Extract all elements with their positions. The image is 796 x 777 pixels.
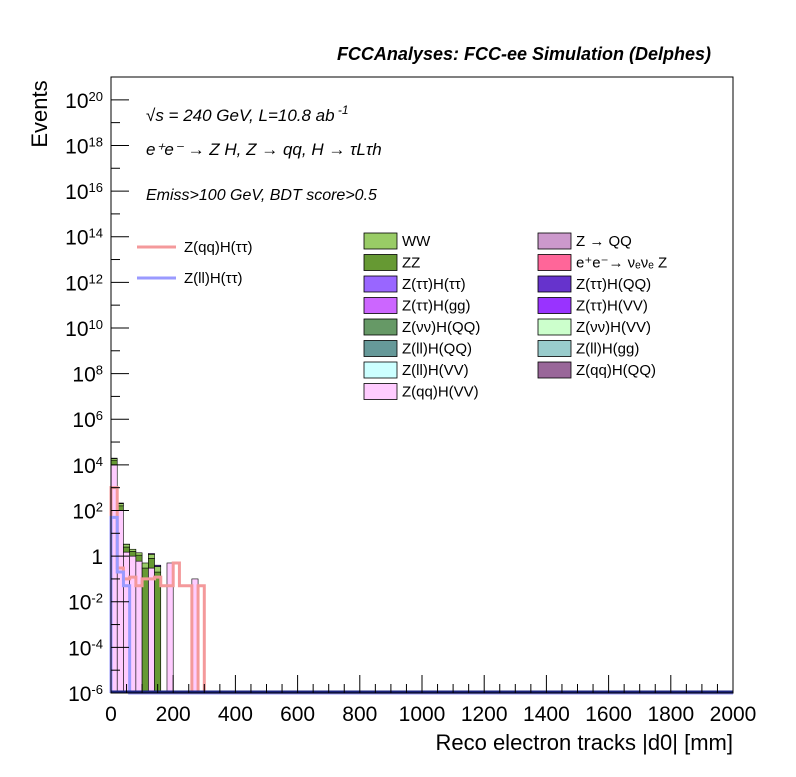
legend-label: WW xyxy=(402,233,431,250)
annotation-energy-lumi: √s = 240 GeV, L=10.8 ab -1 xyxy=(146,103,349,125)
x-tick-label: 2000 xyxy=(710,703,757,726)
annotation-process: e⁺e⁻ → Z H, Z → qq, H → τLτh xyxy=(146,140,382,159)
legend-label: Z(ll)H(ττ) xyxy=(184,270,243,287)
y-axis-label: Events xyxy=(27,80,52,147)
legend-swatch xyxy=(538,362,571,378)
stack-bar xyxy=(130,551,136,556)
legend-swatch xyxy=(364,298,397,314)
legend-label: Z(ττ)H(QQ) xyxy=(576,276,651,293)
legend-swatch xyxy=(538,233,571,249)
stack-bar xyxy=(111,460,117,465)
annotation-cuts: Emiss>100 GeV, BDT score>0.5 xyxy=(146,187,377,204)
legend-swatch xyxy=(538,276,571,292)
chart-title: FCCAnalyses: FCC-ee Simulation (Delphes) xyxy=(337,44,711,64)
legend-label: Z(νν)H(QQ) xyxy=(402,319,480,336)
x-tick-label: 600 xyxy=(280,703,315,726)
stack-bar xyxy=(148,554,154,555)
legend-swatch xyxy=(364,233,397,249)
stack-bar xyxy=(155,567,161,573)
legend-swatch xyxy=(364,341,397,357)
x-tick-label: 1600 xyxy=(585,703,632,726)
legend-label: e⁺e⁻→ νₑνₑ Z xyxy=(576,255,667,272)
stack-bar xyxy=(136,553,142,555)
legend-label: Z(ll)H(gg) xyxy=(576,341,639,358)
stack-bar xyxy=(148,568,154,693)
legend-swatch xyxy=(364,384,397,400)
x-tick-label: 1400 xyxy=(523,703,570,726)
legend-label: ZZ xyxy=(402,255,420,272)
legend-label: Z → QQ xyxy=(576,233,632,250)
legend-label: Z(ll)H(VV) xyxy=(402,362,469,379)
x-axis-label: Reco electron tracks |d0| [mm] xyxy=(435,730,733,755)
y-tick-label: 1 xyxy=(91,546,103,569)
stack-bar xyxy=(123,547,129,552)
x-tick-label: 1200 xyxy=(461,703,508,726)
legend-label: Z(qq)H(VV) xyxy=(402,384,479,401)
legend-label: Z(ττ)H(VV) xyxy=(576,298,648,315)
legend-swatch xyxy=(538,341,571,357)
legend-label: Z(ττ)H(gg) xyxy=(402,298,471,315)
x-tick-label: 0 xyxy=(105,703,117,726)
legend-swatch xyxy=(538,298,571,314)
legend-label: Z(νν)H(VV) xyxy=(576,319,651,336)
legend-swatch xyxy=(364,276,397,292)
legend-label: Z(qq)H(QQ) xyxy=(576,362,656,379)
legend-swatch xyxy=(364,362,397,378)
legend-swatch xyxy=(364,255,397,271)
stack-bar xyxy=(142,563,148,568)
stack-bar xyxy=(123,544,129,547)
stack-bar xyxy=(148,558,154,568)
legend-swatch xyxy=(538,319,571,335)
legend-swatch xyxy=(364,319,397,335)
legend-label: Z(ll)H(QQ) xyxy=(402,341,472,358)
x-tick-label: 1800 xyxy=(647,703,694,726)
legend-swatch xyxy=(538,255,571,271)
stack-bar xyxy=(155,565,161,566)
legend-label: Z(qq)H(ττ) xyxy=(184,239,253,256)
x-tick-label: 400 xyxy=(218,703,253,726)
stack-bar xyxy=(136,555,142,561)
x-tick-label: 1000 xyxy=(399,703,446,726)
stack-bar xyxy=(130,549,136,551)
legend-label: Z(ττ)H(ττ) xyxy=(402,276,466,293)
x-tick-label: 800 xyxy=(342,703,377,726)
x-tick-label: 200 xyxy=(156,703,191,726)
stack-bar xyxy=(155,572,161,693)
stack-bar xyxy=(148,554,154,558)
